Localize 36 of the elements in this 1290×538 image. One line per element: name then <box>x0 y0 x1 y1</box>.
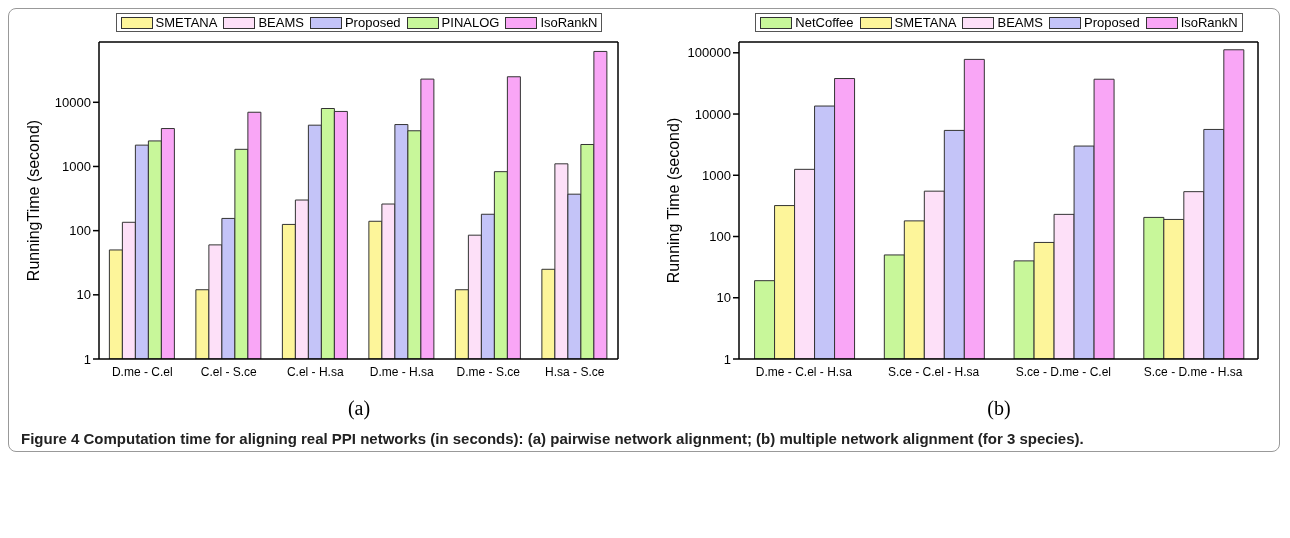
x-tick-label: D.me - C.el <box>111 364 173 379</box>
y-axis-title: Running Time (second) <box>664 117 682 284</box>
x-tick-label: D.me - C.el - H.sa <box>755 364 853 379</box>
x-tick-label: S.ce - D.me - C.el <box>1015 364 1112 379</box>
y-tick-label: 1 <box>83 351 91 367</box>
y-tick-label: 10 <box>716 290 731 306</box>
x-tick-label: H.sa - S.ce <box>545 364 605 379</box>
y-tick-label: 1 <box>723 351 731 367</box>
legend-label: SMETANA <box>155 15 218 30</box>
legend-label: Proposed <box>344 15 401 30</box>
y-tick-label: 10 <box>76 287 91 303</box>
legend-label: BEAMS <box>997 15 1043 30</box>
legend-label: PINALOG <box>441 15 500 30</box>
legend-label: SMETANA <box>894 15 957 30</box>
x-axis-title: (b) <box>986 397 1012 420</box>
legend-label: BEAMS <box>258 15 304 30</box>
x-axis-title: (a) <box>346 397 372 420</box>
legend-label: NetCoffee <box>795 15 854 30</box>
y-tick-label: 1000 <box>702 167 731 183</box>
legend-label: IsoRankN <box>540 15 598 30</box>
y-tick-label: 1000 <box>62 159 91 175</box>
y-tick-label: 100 <box>709 229 731 245</box>
caption: Figure 4 Computation time for aligning real PPI networks (in seconds): (a) pairwise network alignment; (b) multiple network alignment (for 3 species). <box>20 429 1085 447</box>
y-tick-label: 100000 <box>687 45 731 61</box>
y-tick-label: 100 <box>69 223 91 239</box>
x-tick-label: S.ce - C.el - H.sa <box>887 364 980 379</box>
x-tick-label: D.me - S.ce <box>456 364 521 379</box>
y-tick-label: 10000 <box>54 94 91 110</box>
y-tick-label: 10000 <box>694 106 731 122</box>
x-tick-label: D.me - H.sa <box>369 364 435 379</box>
x-tick-label: C.el - H.sa <box>286 364 344 379</box>
legend-label: Proposed <box>1083 15 1140 30</box>
y-axis-title: RunningTime (second) <box>24 119 42 282</box>
legend-label: IsoRankN <box>1180 15 1238 30</box>
x-tick-label: C.el - S.ce <box>200 364 258 379</box>
x-tick-label: S.ce - D.me - H.sa <box>1143 364 1243 379</box>
